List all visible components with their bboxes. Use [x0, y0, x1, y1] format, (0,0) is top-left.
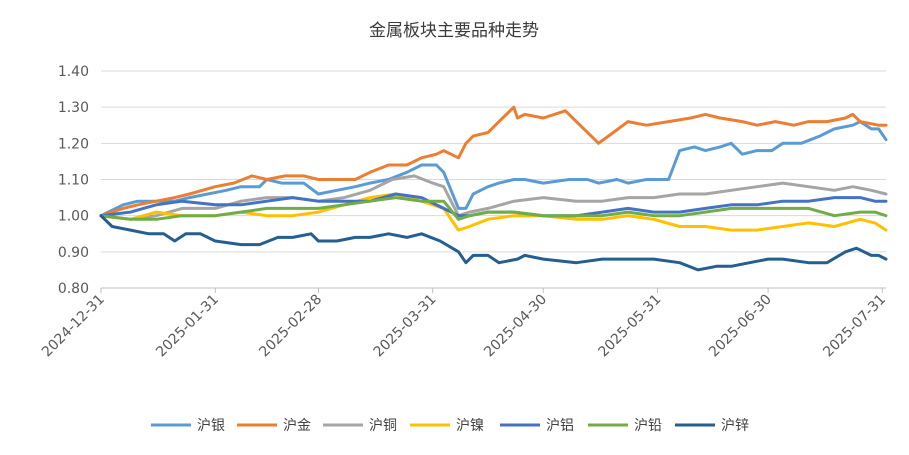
series-line-6: [99, 214, 888, 272]
x-tick-label: 2024-12-31: [39, 292, 108, 361]
y-tick-label: 1.10: [58, 173, 89, 189]
x-tick-label: 2025-03-31: [371, 292, 440, 361]
legend-label-3: 沪镍: [456, 418, 484, 434]
y-tick-label: 1.20: [58, 136, 89, 152]
gridlines: [101, 70, 886, 289]
legend: 沪银 沪金 沪铜 沪镍 沪铝 沪铅 沪锌: [151, 418, 749, 434]
y-tick-label: 0.90: [58, 245, 89, 261]
legend-label-1: 沪金: [283, 418, 311, 434]
x-tick-label: 2025-04-30: [481, 292, 550, 361]
y-tick-label: 1.00: [58, 209, 89, 225]
chart-title: 金属板块主要品种走势: [369, 21, 539, 41]
x-tick-label: 2025-05-31: [595, 292, 664, 361]
series-line-5: [99, 196, 888, 221]
legend-label-5: 沪铅: [634, 418, 662, 434]
legend-label-0: 沪银: [197, 418, 225, 434]
legend-label-4: 沪铝: [546, 418, 574, 434]
legend-label-2: 沪铜: [369, 418, 397, 434]
series-lines: [99, 105, 888, 272]
x-tick-label: 2025-06-30: [706, 292, 775, 361]
y-tick-label: 1.30: [58, 100, 89, 116]
x-tick-label: 2025-07-31: [820, 292, 889, 361]
series-line-3: [99, 192, 888, 232]
x-tick-label: 2025-01-31: [153, 292, 222, 361]
series-line-0: [99, 120, 888, 218]
series-line-1: [99, 105, 888, 218]
series-line-2: [99, 174, 888, 221]
y-tick-label: 1.40: [58, 64, 89, 80]
legend-label-6: 沪锌: [721, 418, 749, 434]
y-tick-label: 0.80: [58, 281, 89, 297]
x-tick-label: 2025-02-28: [256, 292, 325, 361]
